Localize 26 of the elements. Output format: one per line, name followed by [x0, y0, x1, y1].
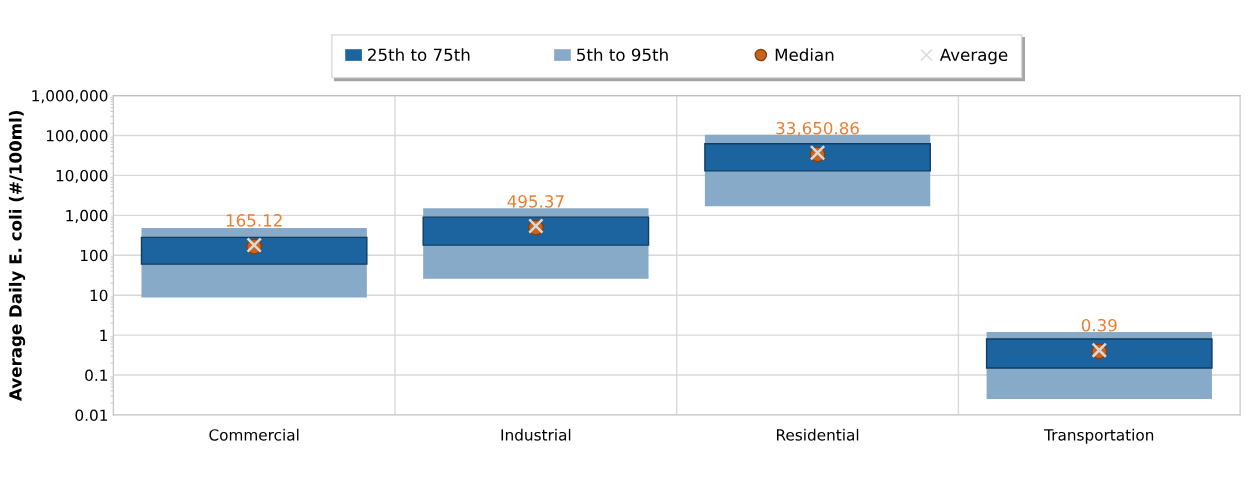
data-label: 165.12 — [226, 214, 282, 227]
y-tick-label: 0.1 — [85, 369, 108, 382]
y-tick-label: 0.01 — [75, 409, 108, 421]
x-tick-label: Transportation — [1044, 428, 1154, 444]
y-tick-label: 100 — [80, 249, 108, 262]
bar — [704, 143, 931, 172]
x-tick-label: Industrial — [501, 428, 571, 441]
data-label: 0.39 — [1081, 318, 1117, 332]
y-tick-label: 10 — [90, 289, 108, 302]
y-tick-label: 100,000 — [46, 129, 108, 144]
legend-label: Median — [775, 48, 834, 62]
legend-label: 25th to 75th — [368, 48, 470, 62]
bar — [140, 236, 368, 265]
legend-label: 5th to 95th — [577, 48, 668, 62]
y-tick-label: 1,000 — [66, 209, 108, 223]
y-tick-label: 1 — [100, 329, 108, 341]
data-label: 495.37 — [507, 195, 564, 208]
bar — [985, 338, 1213, 369]
y-tick-label: 10,000 — [56, 169, 108, 183]
data-label: 33,650.86 — [776, 121, 859, 137]
legend-label: Average — [939, 48, 1008, 65]
x-tick-label: Commercial — [209, 428, 299, 441]
y-tick-label: 1,000,000 — [32, 90, 108, 104]
bar — [422, 216, 650, 246]
y-axis-title: Average Daily E. coli (#/100ml) — [8, 111, 26, 401]
x-tick-label: Residential — [776, 428, 859, 441]
